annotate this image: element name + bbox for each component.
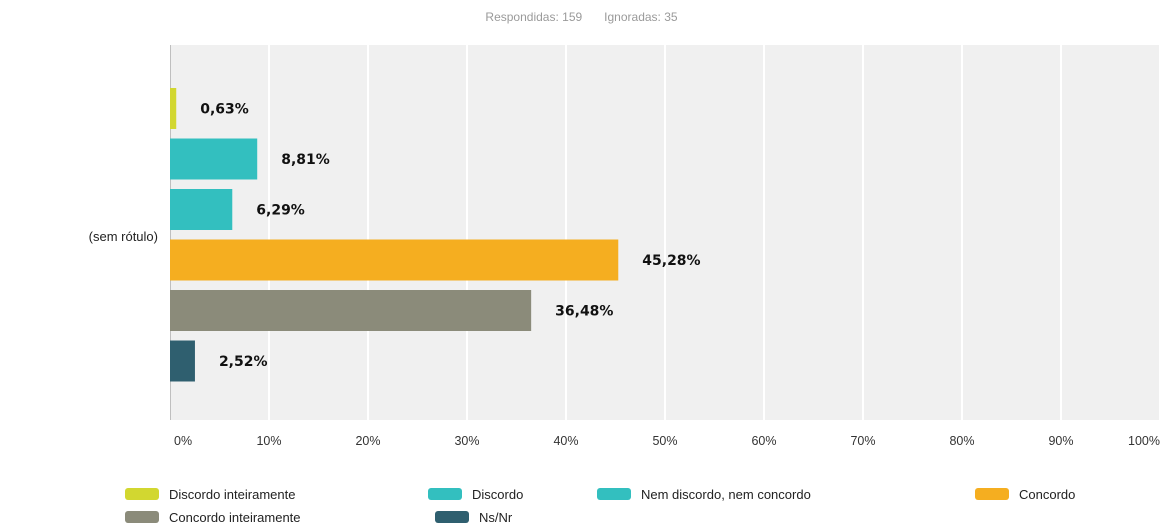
legend-item: Discordo	[428, 487, 523, 502]
bar-2	[170, 138, 258, 180]
legend-label: Discordo inteiramente	[169, 487, 295, 502]
data-label: 0,63%	[200, 102, 249, 118]
legend-label: Discordo	[472, 487, 523, 502]
legend-swatch	[125, 488, 159, 500]
legend-item: Discordo inteiramente	[125, 487, 295, 502]
bars	[170, 88, 619, 382]
data-label: 2,52%	[219, 354, 268, 370]
legend-item: Concordo inteiramente	[125, 510, 301, 525]
x-tick-label: 20%	[355, 434, 380, 448]
x-tick-label: 100%	[1128, 434, 1160, 448]
data-labels: 0,63% 8,81% 6,29% 45,28% 36,48% 2,52%	[200, 102, 700, 371]
legend-swatch	[435, 511, 469, 523]
bar-6	[170, 340, 195, 382]
legend-swatch	[428, 488, 462, 500]
x-tick-label: 90%	[1048, 434, 1073, 448]
x-tick-label: 80%	[949, 434, 974, 448]
legend: Discordo inteiramente Discordo Nem discord…	[125, 487, 1075, 525]
skipped-count: Ignoradas: 35	[604, 10, 678, 24]
data-label: 8,81%	[281, 152, 330, 168]
bar-5	[170, 290, 532, 331]
x-tick-label: 40%	[553, 434, 578, 448]
data-label: 45,28%	[642, 253, 700, 269]
data-label: 36,48%	[555, 304, 613, 320]
legend-label: Ns/Nr	[479, 510, 513, 525]
legend-item: Concordo	[975, 487, 1075, 502]
bar-3	[170, 189, 233, 230]
legend-swatch	[125, 511, 159, 523]
x-axis-ticks: 0% 10% 20% 30% 40% 50% 60% 70% 80% 90% 100%	[174, 434, 1160, 448]
data-label: 6,29%	[256, 203, 305, 219]
legend-item: Ns/Nr	[435, 510, 513, 525]
bar-4	[170, 239, 619, 281]
category-label: (sem rótulo)	[89, 229, 158, 244]
legend-label: Concordo inteiramente	[169, 510, 301, 525]
gridlines	[268, 45, 1161, 420]
x-tick-label: 70%	[850, 434, 875, 448]
bar-1	[170, 88, 177, 129]
legend-label: Concordo	[1019, 487, 1075, 502]
x-tick-label: 0%	[174, 434, 192, 448]
legend-label: Nem discordo, nem concordo	[641, 487, 811, 502]
response-summary: Respondidas: 159 Ignoradas: 35	[0, 10, 1163, 24]
x-tick-label: 10%	[256, 434, 281, 448]
legend-swatch	[597, 488, 631, 500]
x-tick-label: 50%	[652, 434, 677, 448]
legend-item: Nem discordo, nem concordo	[597, 487, 811, 502]
x-tick-label: 30%	[454, 434, 479, 448]
answered-count: Respondidas: 159	[485, 10, 583, 24]
x-tick-label: 60%	[751, 434, 776, 448]
legend-swatch	[975, 488, 1009, 500]
